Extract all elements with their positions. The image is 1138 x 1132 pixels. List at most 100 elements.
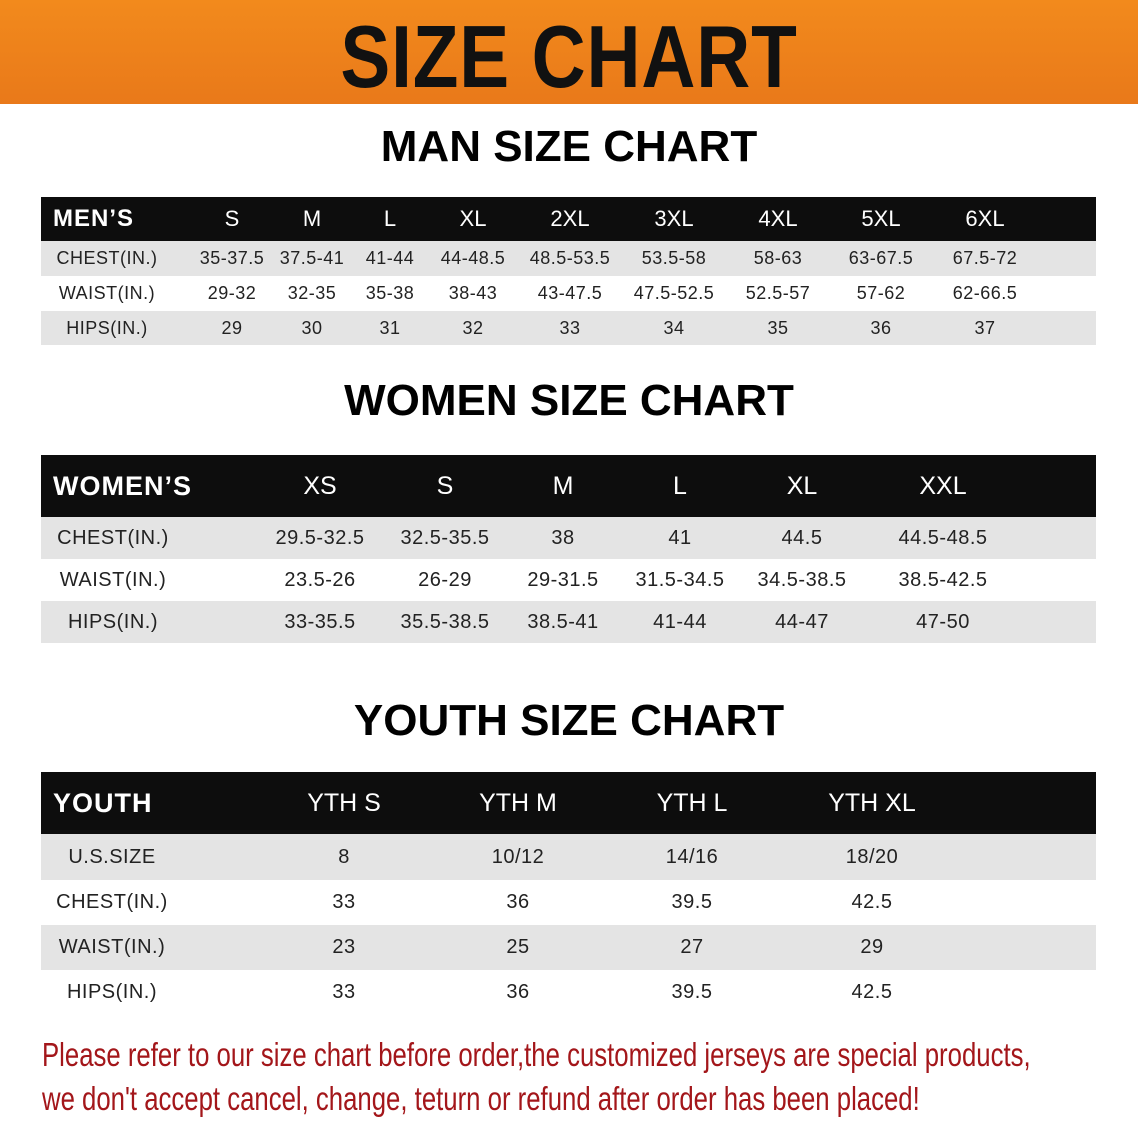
size-chart-banner: SIZE CHART bbox=[0, 0, 1138, 106]
size-column-header: L bbox=[673, 471, 687, 500]
measurement-value: 33 bbox=[332, 981, 356, 1003]
measurement-value: 34.5-38.5 bbox=[757, 568, 847, 591]
measurement-label: CHEST(IN.) bbox=[57, 526, 169, 549]
table-row: HIPS(IN.) 33-35.5 35.5-38.5 38.5-41 41-44 44-… bbox=[41, 601, 1096, 643]
youth-header-label: YOUTH bbox=[53, 787, 153, 818]
measurement-value: 35-38 bbox=[365, 283, 415, 303]
measurement-value: 47.5-52.5 bbox=[633, 283, 715, 303]
measurement-value: 58-63 bbox=[753, 248, 803, 268]
measurement-value: 8 bbox=[338, 845, 350, 868]
measurement-value: 29 bbox=[221, 317, 243, 338]
measurement-value: 33 bbox=[332, 891, 356, 913]
table-row: CHEST(IN.) 35-37.5 37.5-41 41-44 44-48.5 48.5… bbox=[41, 241, 1096, 276]
measurement-value: 32-35 bbox=[287, 283, 337, 303]
size-column-header: YTH M bbox=[479, 788, 557, 817]
measurement-value: 14/16 bbox=[665, 845, 719, 868]
measurement-value: 33-35.5 bbox=[284, 610, 356, 633]
measurement-value: 38-43 bbox=[448, 283, 498, 303]
size-column-header: M bbox=[552, 471, 574, 500]
measurement-value: 44.5 bbox=[781, 526, 823, 549]
table-row: HIPS(IN.) 29 30 31 32 33 34 35 36 37 bbox=[41, 311, 1096, 345]
measurement-label: HIPS(IN.) bbox=[66, 317, 148, 338]
notice-line-2: we don't accept cancel, change, teturn o… bbox=[42, 1080, 920, 1117]
table-row: WAIST(IN.) 29-32 32-35 35-38 38-43 43-47.5 47.… bbox=[41, 276, 1096, 311]
measurement-value: 34 bbox=[663, 317, 685, 338]
measurement-value: 37.5-41 bbox=[279, 248, 345, 268]
measurement-value: 33 bbox=[559, 317, 581, 338]
size-column-header: YTH XL bbox=[828, 788, 916, 817]
women-header-row: WOMEN’S XS S M L XL XXL bbox=[41, 455, 1096, 517]
measurement-value: 38.5-41 bbox=[527, 610, 599, 633]
measurement-label: WAIST(IN.) bbox=[58, 283, 156, 303]
men-section-title: MAN SIZE CHART bbox=[380, 122, 758, 171]
measurement-label: HIPS(IN.) bbox=[67, 610, 159, 633]
measurement-value: 35-37.5 bbox=[199, 248, 265, 268]
measurement-value: 25 bbox=[506, 936, 530, 958]
measurement-value: 42.5 bbox=[851, 981, 893, 1003]
measurement-value: 63-67.5 bbox=[848, 248, 914, 268]
size-column-header: 4XL bbox=[758, 206, 798, 231]
measurement-value: 36 bbox=[870, 317, 892, 338]
measurement-value: 41 bbox=[668, 526, 692, 549]
measurement-value: 53.5-58 bbox=[641, 248, 707, 268]
measurement-value: 36 bbox=[506, 891, 530, 913]
measurement-value: 31 bbox=[379, 317, 401, 338]
size-column-header: XXL bbox=[919, 471, 967, 500]
measurement-value: 41-44 bbox=[365, 248, 415, 268]
measurement-value: 18/20 bbox=[845, 845, 899, 868]
youth-section-title: YOUTH SIZE CHART bbox=[353, 696, 785, 745]
size-column-header: M bbox=[302, 206, 322, 231]
measurement-value: 44.5-48.5 bbox=[898, 526, 988, 549]
measurement-value: 52.5-57 bbox=[745, 283, 811, 303]
measurement-value: 29 bbox=[860, 936, 884, 958]
measurement-value: 44-47 bbox=[775, 610, 829, 633]
measurement-value: 39.5 bbox=[671, 981, 713, 1003]
measurement-value: 62-66.5 bbox=[952, 283, 1018, 303]
size-column-header: S bbox=[436, 471, 454, 500]
measurement-value: 23.5-26 bbox=[284, 568, 356, 591]
measurement-value: 36 bbox=[506, 981, 530, 1003]
measurement-value: 42.5 bbox=[851, 891, 893, 913]
measurement-value: 23 bbox=[332, 936, 356, 958]
banner-title: SIZE CHART bbox=[340, 7, 798, 106]
measurement-value: 47-50 bbox=[916, 610, 970, 633]
measurement-value: 29.5-32.5 bbox=[275, 526, 365, 549]
table-row: CHEST(IN.) 29.5-32.5 32.5-35.5 38 41 44.5 44.5… bbox=[41, 517, 1096, 559]
measurement-value: 10/12 bbox=[491, 845, 545, 868]
measurement-value: 29-32 bbox=[207, 283, 257, 303]
measurement-value: 57-62 bbox=[856, 283, 906, 303]
measurement-value: 29-31.5 bbox=[527, 568, 599, 591]
women-size-table: WOMEN’S XS S M L XL XXL CHEST(IN.) 29.5-32.5 32.5… bbox=[41, 455, 1096, 643]
measurement-value: 44-48.5 bbox=[440, 248, 506, 268]
size-column-header: 2XL bbox=[550, 206, 590, 231]
measurement-value: 48.5-53.5 bbox=[529, 248, 611, 268]
measurement-value: 30 bbox=[301, 317, 323, 338]
measurement-label: CHEST(IN.) bbox=[56, 891, 168, 913]
measurement-value: 35 bbox=[767, 317, 789, 338]
measurement-value: 39.5 bbox=[671, 891, 713, 913]
measurement-value: 38 bbox=[551, 526, 575, 549]
measurement-value: 43-47.5 bbox=[537, 283, 603, 303]
measurement-value: 67.5-72 bbox=[952, 248, 1018, 268]
size-column-header: XL bbox=[459, 206, 487, 231]
measurement-label: HIPS(IN.) bbox=[66, 981, 158, 1003]
measurement-value: 37 bbox=[974, 317, 996, 338]
measurement-label: WAIST(IN.) bbox=[58, 936, 166, 958]
men-size-table: MEN’S S M L XL 2XL 3XL 4XL 5XL 6XL CHEST(IN.) 35-37… bbox=[41, 197, 1096, 345]
size-column-header: 5XL bbox=[861, 206, 901, 231]
measurement-value: 35.5-38.5 bbox=[400, 610, 490, 633]
measurement-value: 32.5-35.5 bbox=[400, 526, 490, 549]
size-column-header: S bbox=[224, 206, 240, 231]
size-column-header: YTH L bbox=[656, 788, 728, 817]
size-column-header: YTH S bbox=[307, 788, 381, 817]
measurement-value: 27 bbox=[680, 936, 704, 958]
men-header-label: MEN’S bbox=[53, 205, 135, 232]
measurement-label: U.S.SIZE bbox=[68, 845, 156, 868]
youth-size-table: YOUTH YTH S YTH M YTH L YTH XL U.S.SIZE 8 10/12… bbox=[41, 772, 1096, 1015]
youth-header-row: YOUTH YTH S YTH M YTH L YTH XL bbox=[41, 772, 1096, 834]
table-row: U.S.SIZE 8 10/12 14/16 18/20 bbox=[41, 834, 1096, 880]
measurement-value: 32 bbox=[462, 317, 484, 338]
men-header-row: MEN’S S M L XL 2XL 3XL 4XL 5XL 6XL bbox=[41, 197, 1096, 241]
women-header-label: WOMEN’S bbox=[53, 470, 192, 501]
measurement-label: WAIST(IN.) bbox=[59, 568, 167, 591]
